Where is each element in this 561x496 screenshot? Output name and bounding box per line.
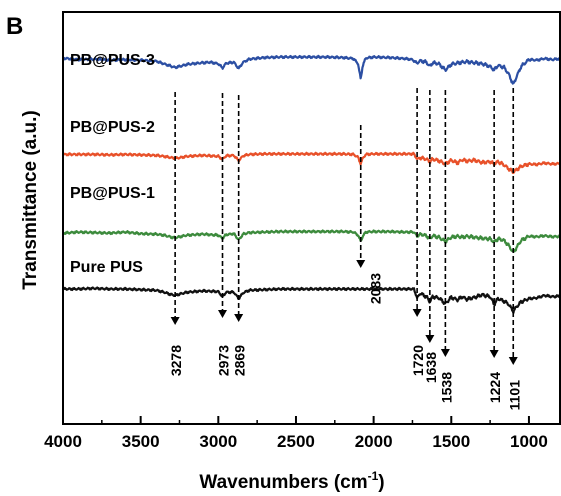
- x-tick-label-6: 1000: [510, 432, 548, 451]
- x-axis-label-sup: -1: [368, 469, 379, 483]
- annotation-arrow-4: [412, 309, 422, 317]
- x-tick-label-4: 2000: [355, 432, 393, 451]
- series-label-3: Pure PUS: [70, 259, 143, 276]
- x-axis-label: Wavenumbers (cm-1): [199, 469, 384, 493]
- series-label-0: PB@PUS-3: [70, 52, 155, 69]
- annotation-label-1: 2973: [216, 345, 232, 376]
- annotation-label-7: 1224: [487, 372, 503, 403]
- annotation-arrow-1: [218, 310, 228, 318]
- x-tick-label-2: 3000: [199, 432, 237, 451]
- series-label-2: PB@PUS-1: [70, 185, 155, 202]
- annotation-arrow-3: [356, 260, 366, 268]
- annotation-arrow-6: [440, 349, 450, 357]
- series-line-2: [62, 229, 561, 253]
- annotation-label-3: 2083: [368, 273, 384, 304]
- series-line-1: [62, 151, 561, 174]
- annotation-label-6: 1538: [438, 372, 454, 403]
- annotation-arrow-2: [234, 314, 244, 322]
- annotation-arrow-5: [425, 335, 435, 343]
- annotation-arrow-7: [489, 350, 499, 358]
- y-axis-label: Transmittance (a.u.): [20, 110, 41, 290]
- panel-label: B: [6, 13, 23, 40]
- x-tick-label-5: 1500: [432, 432, 470, 451]
- annotation-arrow-8: [508, 357, 518, 365]
- series-label-1: PB@PUS-2: [70, 119, 155, 136]
- annotation-label-8: 1101: [506, 380, 522, 411]
- x-axis-label-text: Wavenumbers (cm: [199, 472, 367, 493]
- x-tick-label-1: 3500: [122, 432, 160, 451]
- series-line-3: [61, 286, 561, 314]
- plot-frame: [62, 11, 561, 425]
- annotation-arrow-0: [170, 317, 180, 325]
- annotation-label-2: 2869: [232, 345, 248, 376]
- annotation-label-0: 3278: [168, 345, 184, 376]
- x-tick-label-0: 4000: [44, 432, 82, 451]
- plot-area: PB@PUS-3 PB@PUS-2 PB@PUS-1 Pure PUS 3278 2973…: [44, 11, 561, 451]
- x-tick-label-3: 2500: [277, 432, 315, 451]
- x-axis-label-close: ): [378, 472, 384, 493]
- annotation-label-5: 1638: [423, 352, 439, 383]
- annotation-label-4: 1720: [410, 345, 426, 376]
- series-line-0: [61, 54, 561, 85]
